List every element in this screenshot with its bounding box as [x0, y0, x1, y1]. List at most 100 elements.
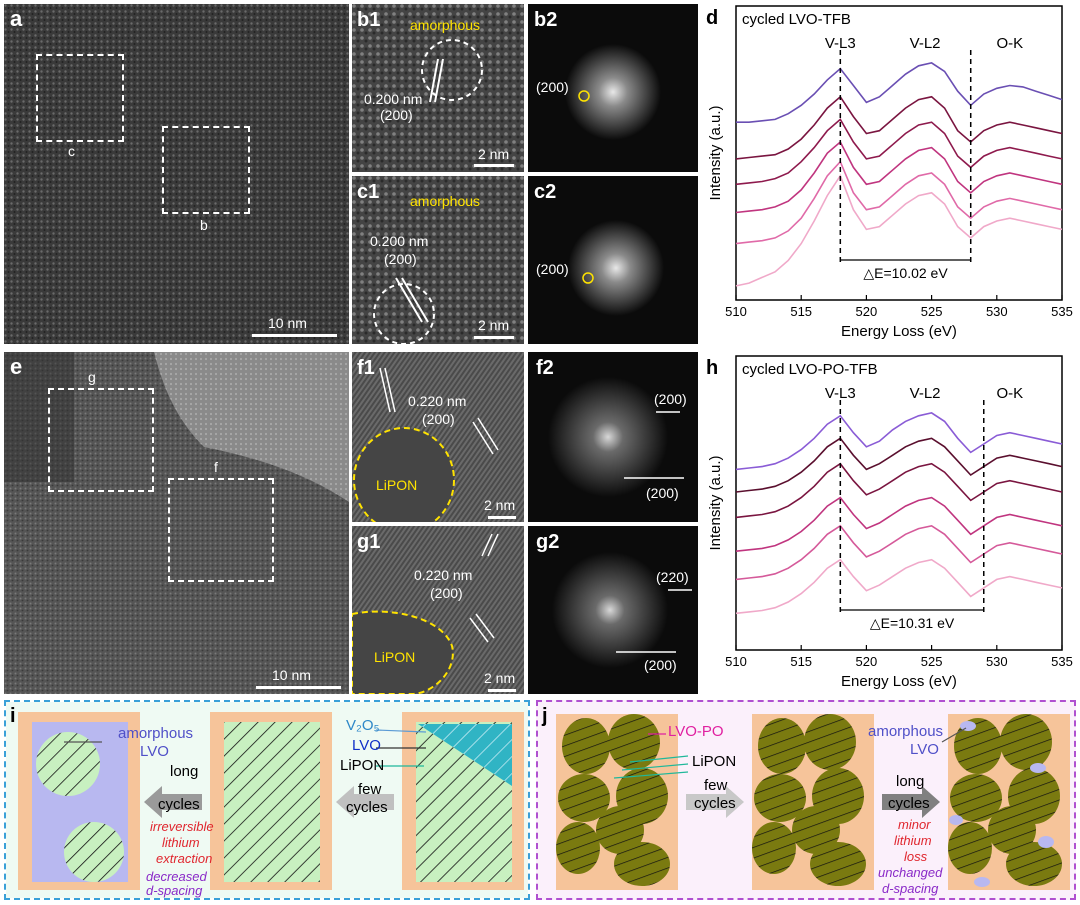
scale-bar-e	[256, 686, 341, 689]
tem-image-e: e g f 10 nm	[4, 352, 349, 694]
j-cycles-long: cycles	[888, 795, 930, 812]
plane-b1: (200)	[380, 107, 413, 123]
series-line	[736, 62, 1063, 123]
region-label-c: c	[68, 143, 75, 159]
region-label-g: g	[88, 369, 96, 385]
peak-label: V-L2	[910, 385, 941, 402]
x-tick-label: 510	[725, 654, 747, 669]
chart-panel-label: h	[706, 357, 718, 379]
schematic-j-svg	[556, 714, 1070, 890]
d-spacing-b1: 0.200 nm	[364, 91, 423, 107]
eels-chart-h: cycled LVO-PO-TFB h Intensity (a.u.) 510 515…	[700, 350, 1078, 698]
j-note4: unchanged	[878, 865, 943, 880]
scale-label-f1: 2 nm	[484, 497, 516, 513]
x-tick-label: 515	[790, 654, 812, 669]
fft-pattern-g2	[552, 552, 692, 668]
spot-label-c2: (200)	[536, 261, 569, 277]
i-lipon: LiPON	[340, 757, 385, 774]
lipon-label-f1: LiPON	[376, 477, 418, 493]
eels-chart-d: cycled LVO-TFB d Intensity (a.u.) 510 515 520…	[700, 0, 1078, 348]
chart-title: cycled LVO-TFB	[742, 11, 851, 28]
series-line	[735, 437, 1063, 493]
j-note5: d-spacing	[882, 881, 939, 896]
tem-image-b1: b1 amorphous 0.200 nm (200) 2 nm	[352, 4, 524, 172]
series-line	[735, 174, 1063, 287]
peak-label: V-L2	[910, 35, 941, 52]
i-v2o5: V₂O₅	[346, 717, 380, 734]
plane-f1: (200)	[422, 411, 455, 427]
spot-label-f2-b: (200)	[646, 485, 679, 501]
y-axis-label: Intensity (a.u.)	[707, 105, 724, 200]
spot-label-b2: (200)	[536, 79, 569, 95]
peak-label: V-L3	[825, 385, 856, 402]
fft-pattern-b2	[565, 44, 661, 140]
x-axis-label: Energy Loss (eV)	[841, 323, 957, 340]
i-note2: lithium	[162, 835, 200, 850]
chart-panel-label: d	[706, 7, 718, 29]
chart-title: cycled LVO-PO-TFB	[742, 361, 878, 378]
series-line	[735, 524, 1063, 581]
series-line	[735, 412, 1063, 471]
tem-image-f1: f1 0.220 nm (200) LiPON 2 nm	[352, 352, 524, 522]
series-line	[735, 95, 1063, 160]
plot-frame	[735, 355, 1063, 651]
i-note1: irreversible	[150, 819, 214, 834]
x-tick-label: 520	[856, 304, 878, 319]
peak-label: O-K	[997, 35, 1024, 52]
plane-c1: (200)	[384, 251, 417, 267]
series-line	[735, 140, 1063, 214]
fft-image-c2: c2 (200)	[528, 176, 698, 344]
x-axis-label: Energy Loss (eV)	[841, 673, 957, 690]
fft-image-g2: g2 (220) (200)	[528, 526, 698, 694]
eels-chart-h-svg: cycled LVO-PO-TFB h Intensity (a.u.) 510 515…	[706, 355, 1073, 690]
fft-image-f2: f2 (200) (200)	[528, 352, 698, 522]
panel-label-c2: c2	[534, 181, 557, 203]
j-cycles-few: cycles	[694, 795, 736, 812]
j-note3: loss	[904, 849, 928, 864]
i-note4: decreased	[146, 869, 207, 884]
peak-label: O-K	[997, 385, 1024, 402]
region-box-c	[36, 54, 124, 142]
schematic-i-svg	[6, 702, 528, 898]
series-line	[735, 496, 1063, 552]
x-tick-label: 510	[725, 304, 747, 319]
x-tick-label: 535	[1051, 654, 1073, 669]
scale-label-e: 10 nm	[272, 667, 311, 683]
panel-label-j: j	[542, 705, 548, 727]
delta-annotation: △E=10.02 eV	[863, 265, 948, 281]
j-lvo: LVO	[910, 741, 939, 758]
spot-label-g2-a: (220)	[656, 569, 689, 585]
schematic-j: j LVO-PO LiPON few cycles amorphous LVO …	[536, 700, 1076, 900]
scale-label-c1: 2 nm	[478, 317, 510, 333]
tem-texture-f1	[352, 352, 524, 522]
i-long: long	[170, 763, 199, 780]
panel-label-e: e	[10, 354, 23, 379]
region-label-f: f	[214, 459, 218, 475]
panel-label-b1: b1	[357, 9, 381, 31]
scale-bar-a	[252, 334, 337, 337]
tem-texture-c1	[352, 176, 524, 344]
series-line	[735, 558, 1063, 615]
panel-label-g2: g2	[536, 531, 560, 553]
x-tick-label: 520	[856, 654, 878, 669]
tem-texture-g1	[352, 526, 524, 694]
series-line	[735, 118, 1063, 186]
x-tick-label: 530	[986, 654, 1008, 669]
x-tick-label: 525	[921, 304, 943, 319]
panel-label-f1: f1	[357, 357, 375, 379]
plane-g1: (200)	[430, 585, 463, 601]
eels-chart-d-svg: cycled LVO-TFB d Intensity (a.u.) 510 515 520…	[706, 5, 1073, 340]
panel-label-i: i	[10, 705, 16, 727]
i-lvo: LVO	[140, 743, 169, 760]
d-spacing-g1: 0.220 nm	[414, 567, 473, 583]
region-box-g	[48, 388, 154, 492]
delta-annotation: △E=10.31 eV	[870, 615, 955, 631]
tem-texture-b1	[352, 4, 524, 172]
tem-image-c1: c1 amorphous 0.200 nm (200) 2 nm	[352, 176, 524, 344]
region-label-b: b	[200, 217, 208, 233]
panel-label-c1: c1	[357, 181, 380, 203]
j-few: few	[704, 777, 728, 794]
j-lvo-po: LVO-PO	[668, 723, 724, 740]
fft-pattern-f2	[548, 377, 684, 497]
panel-label-a: a	[10, 6, 23, 31]
